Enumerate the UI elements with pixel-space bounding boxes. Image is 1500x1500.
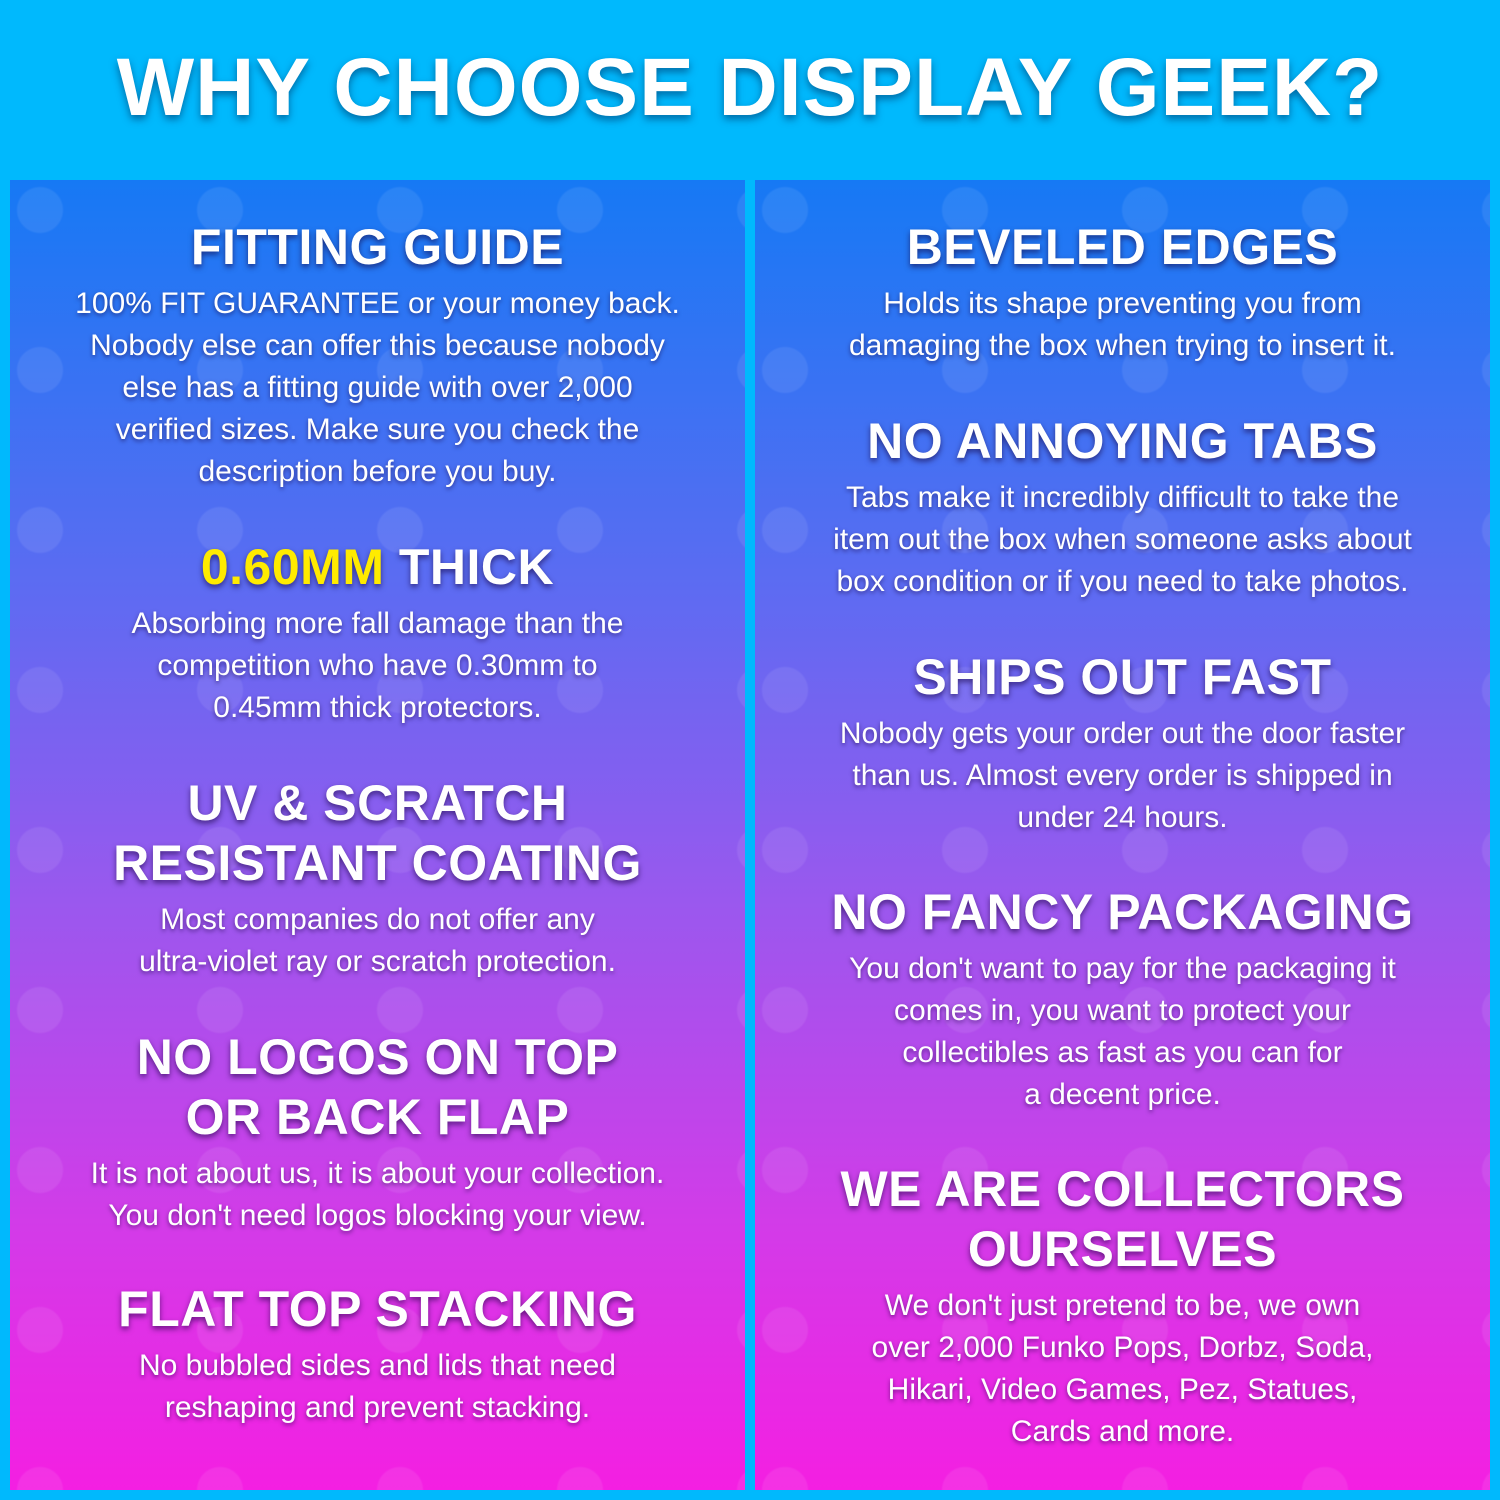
feature-section: FITTING GUIDE 100% FIT GUARANTEE or your …: [10, 217, 745, 493]
feature-description: Nobody gets your order out the door fast…: [755, 713, 1490, 839]
heading-line: 0.60MM THICK: [10, 537, 745, 597]
description-line: Tabs make it incredibly difficult to tak…: [845, 481, 1400, 514]
heading-line: FITTING GUIDE: [190, 219, 565, 275]
feature-heading: NO LOGOS ON TOP OR BACK FLAP: [10, 1027, 745, 1147]
heading-line: UV & SCRATCH: [187, 775, 568, 831]
feature-section: BEVELED EDGES Holds its shape preventing …: [755, 217, 1490, 367]
feature-description: We don't just pretend to be, we own over …: [755, 1285, 1490, 1453]
description-line: description before you buy.: [198, 455, 557, 488]
description-line: collectibles as fast as you can for: [902, 1036, 1343, 1069]
feature-section: UV & SCRATCH RESISTANT COATING Most compan…: [10, 773, 745, 983]
feature-heading: WE ARE COLLECTORS OURSELVES: [755, 1159, 1490, 1279]
feature-heading: FLAT TOP STACKING: [10, 1279, 745, 1339]
feature-description: You don't want to pay for the packaging …: [755, 948, 1490, 1116]
heading-line: BEVELED EDGES: [906, 219, 1339, 275]
feature-section: WE ARE COLLECTORS OURSELVES We don't just …: [755, 1159, 1490, 1453]
heading-line: RESISTANT COATING: [113, 835, 642, 891]
feature-description: 100% FIT GUARANTEE or your money back. No…: [10, 283, 745, 493]
feature-description: Most companies do not offer any ultra-vio…: [10, 899, 745, 983]
feature-description: Holds its shape preventing you from damag…: [755, 283, 1490, 367]
feature-heading: NO FANCY PACKAGING: [755, 882, 1490, 942]
description-line: 100% FIT GUARANTEE or your money back.: [75, 287, 680, 320]
feature-description: No bubbled sides and lids that need resha…: [10, 1345, 745, 1429]
heading-highlight: 0.60MM: [200, 539, 385, 595]
feature-heading: BEVELED EDGES: [755, 217, 1490, 277]
feature-heading: UV & SCRATCH RESISTANT COATING: [10, 773, 745, 893]
feature-section: SHIPS OUT FAST Nobody gets your order out…: [755, 647, 1490, 839]
heading-line: SHIPS OUT FAST: [913, 649, 1332, 705]
description-line: verified sizes. Make sure you check the: [115, 413, 640, 446]
description-line: Cards and more.: [1010, 1415, 1235, 1448]
description-line: Nobody else can offer this because nobod…: [90, 329, 665, 362]
heading-line: NO ANNOYING TABS: [867, 413, 1378, 469]
description-line: 0.45mm thick protectors.: [213, 691, 542, 724]
feature-description: Absorbing more fall damage than the compe…: [10, 603, 745, 729]
heading-line: OR BACK FLAP: [185, 1089, 570, 1145]
description-line: reshaping and prevent stacking.: [164, 1391, 591, 1424]
description-line: a decent price.: [1024, 1078, 1221, 1111]
description-line: You don't want to pay for the packaging …: [849, 952, 1396, 985]
description-line: else has a fitting guide with over 2,000: [122, 371, 633, 404]
left-panel: FITTING GUIDE 100% FIT GUARANTEE or your …: [10, 180, 745, 1490]
description-line: Hikari, Video Games, Pez, Statues,: [887, 1373, 1358, 1406]
feature-heading: NO ANNOYING TABS: [755, 411, 1490, 471]
description-line: We don't just pretend to be, we own: [884, 1289, 1361, 1322]
description-line: over 2,000 Funko Pops, Dorbz, Soda,: [871, 1331, 1374, 1364]
feature-section: NO ANNOYING TABS Tabs make it incredibly …: [755, 411, 1490, 603]
heading-rest: THICK: [384, 539, 555, 595]
feature-description: Tabs make it incredibly difficult to tak…: [755, 477, 1490, 603]
description-line: It is not about us, it is about your col…: [90, 1157, 665, 1190]
heading-line: FLAT TOP STACKING: [118, 1281, 637, 1337]
description-line: ultra-violet ray or scratch protection.: [139, 945, 616, 978]
feature-section: FLAT TOP STACKING No bubbled sides and li…: [10, 1279, 745, 1429]
description-line: You don't need logos blocking your view.: [108, 1199, 647, 1232]
heading-line: WE ARE COLLECTORS: [840, 1161, 1405, 1217]
description-line: box condition or if you need to take pho…: [836, 565, 1409, 598]
description-line: than us. Almost every order is shipped i…: [852, 759, 1393, 792]
description-line: competition who have 0.30mm to: [157, 649, 598, 682]
page-title: WHY CHOOSE DISPLAY GEEK?: [116, 42, 1384, 133]
heading-line: NO FANCY PACKAGING: [831, 884, 1414, 940]
description-line: under 24 hours.: [1017, 801, 1228, 834]
right-panel: BEVELED EDGES Holds its shape preventing …: [755, 180, 1490, 1490]
feature-heading: SHIPS OUT FAST: [755, 647, 1490, 707]
feature-heading: FITTING GUIDE: [10, 217, 745, 277]
description-line: item out the box when someone asks about: [833, 523, 1412, 556]
description-line: comes in, you want to protect your: [894, 994, 1351, 1027]
heading-line: NO LOGOS ON TOP: [136, 1029, 619, 1085]
description-line: Most companies do not offer any: [160, 903, 595, 936]
description-line: Nobody gets your order out the door fast…: [839, 717, 1406, 750]
feature-section: 0.60MM THICK Absorbing more fall damage t…: [10, 537, 745, 729]
feature-description: It is not about us, it is about your col…: [10, 1153, 745, 1237]
description-line: damaging the box when trying to insert i…: [849, 329, 1396, 362]
feature-heading: 0.60MM THICK: [10, 537, 745, 597]
feature-section: NO FANCY PACKAGING You don't want to pay …: [755, 882, 1490, 1116]
heading-line: OURSELVES: [967, 1221, 1278, 1277]
description-line: No bubbled sides and lids that need: [138, 1349, 616, 1382]
description-line: Absorbing more fall damage than the: [131, 607, 624, 640]
feature-section: NO LOGOS ON TOP OR BACK FLAP It is not abo…: [10, 1027, 745, 1237]
description-line: Holds its shape preventing you from: [883, 287, 1362, 320]
